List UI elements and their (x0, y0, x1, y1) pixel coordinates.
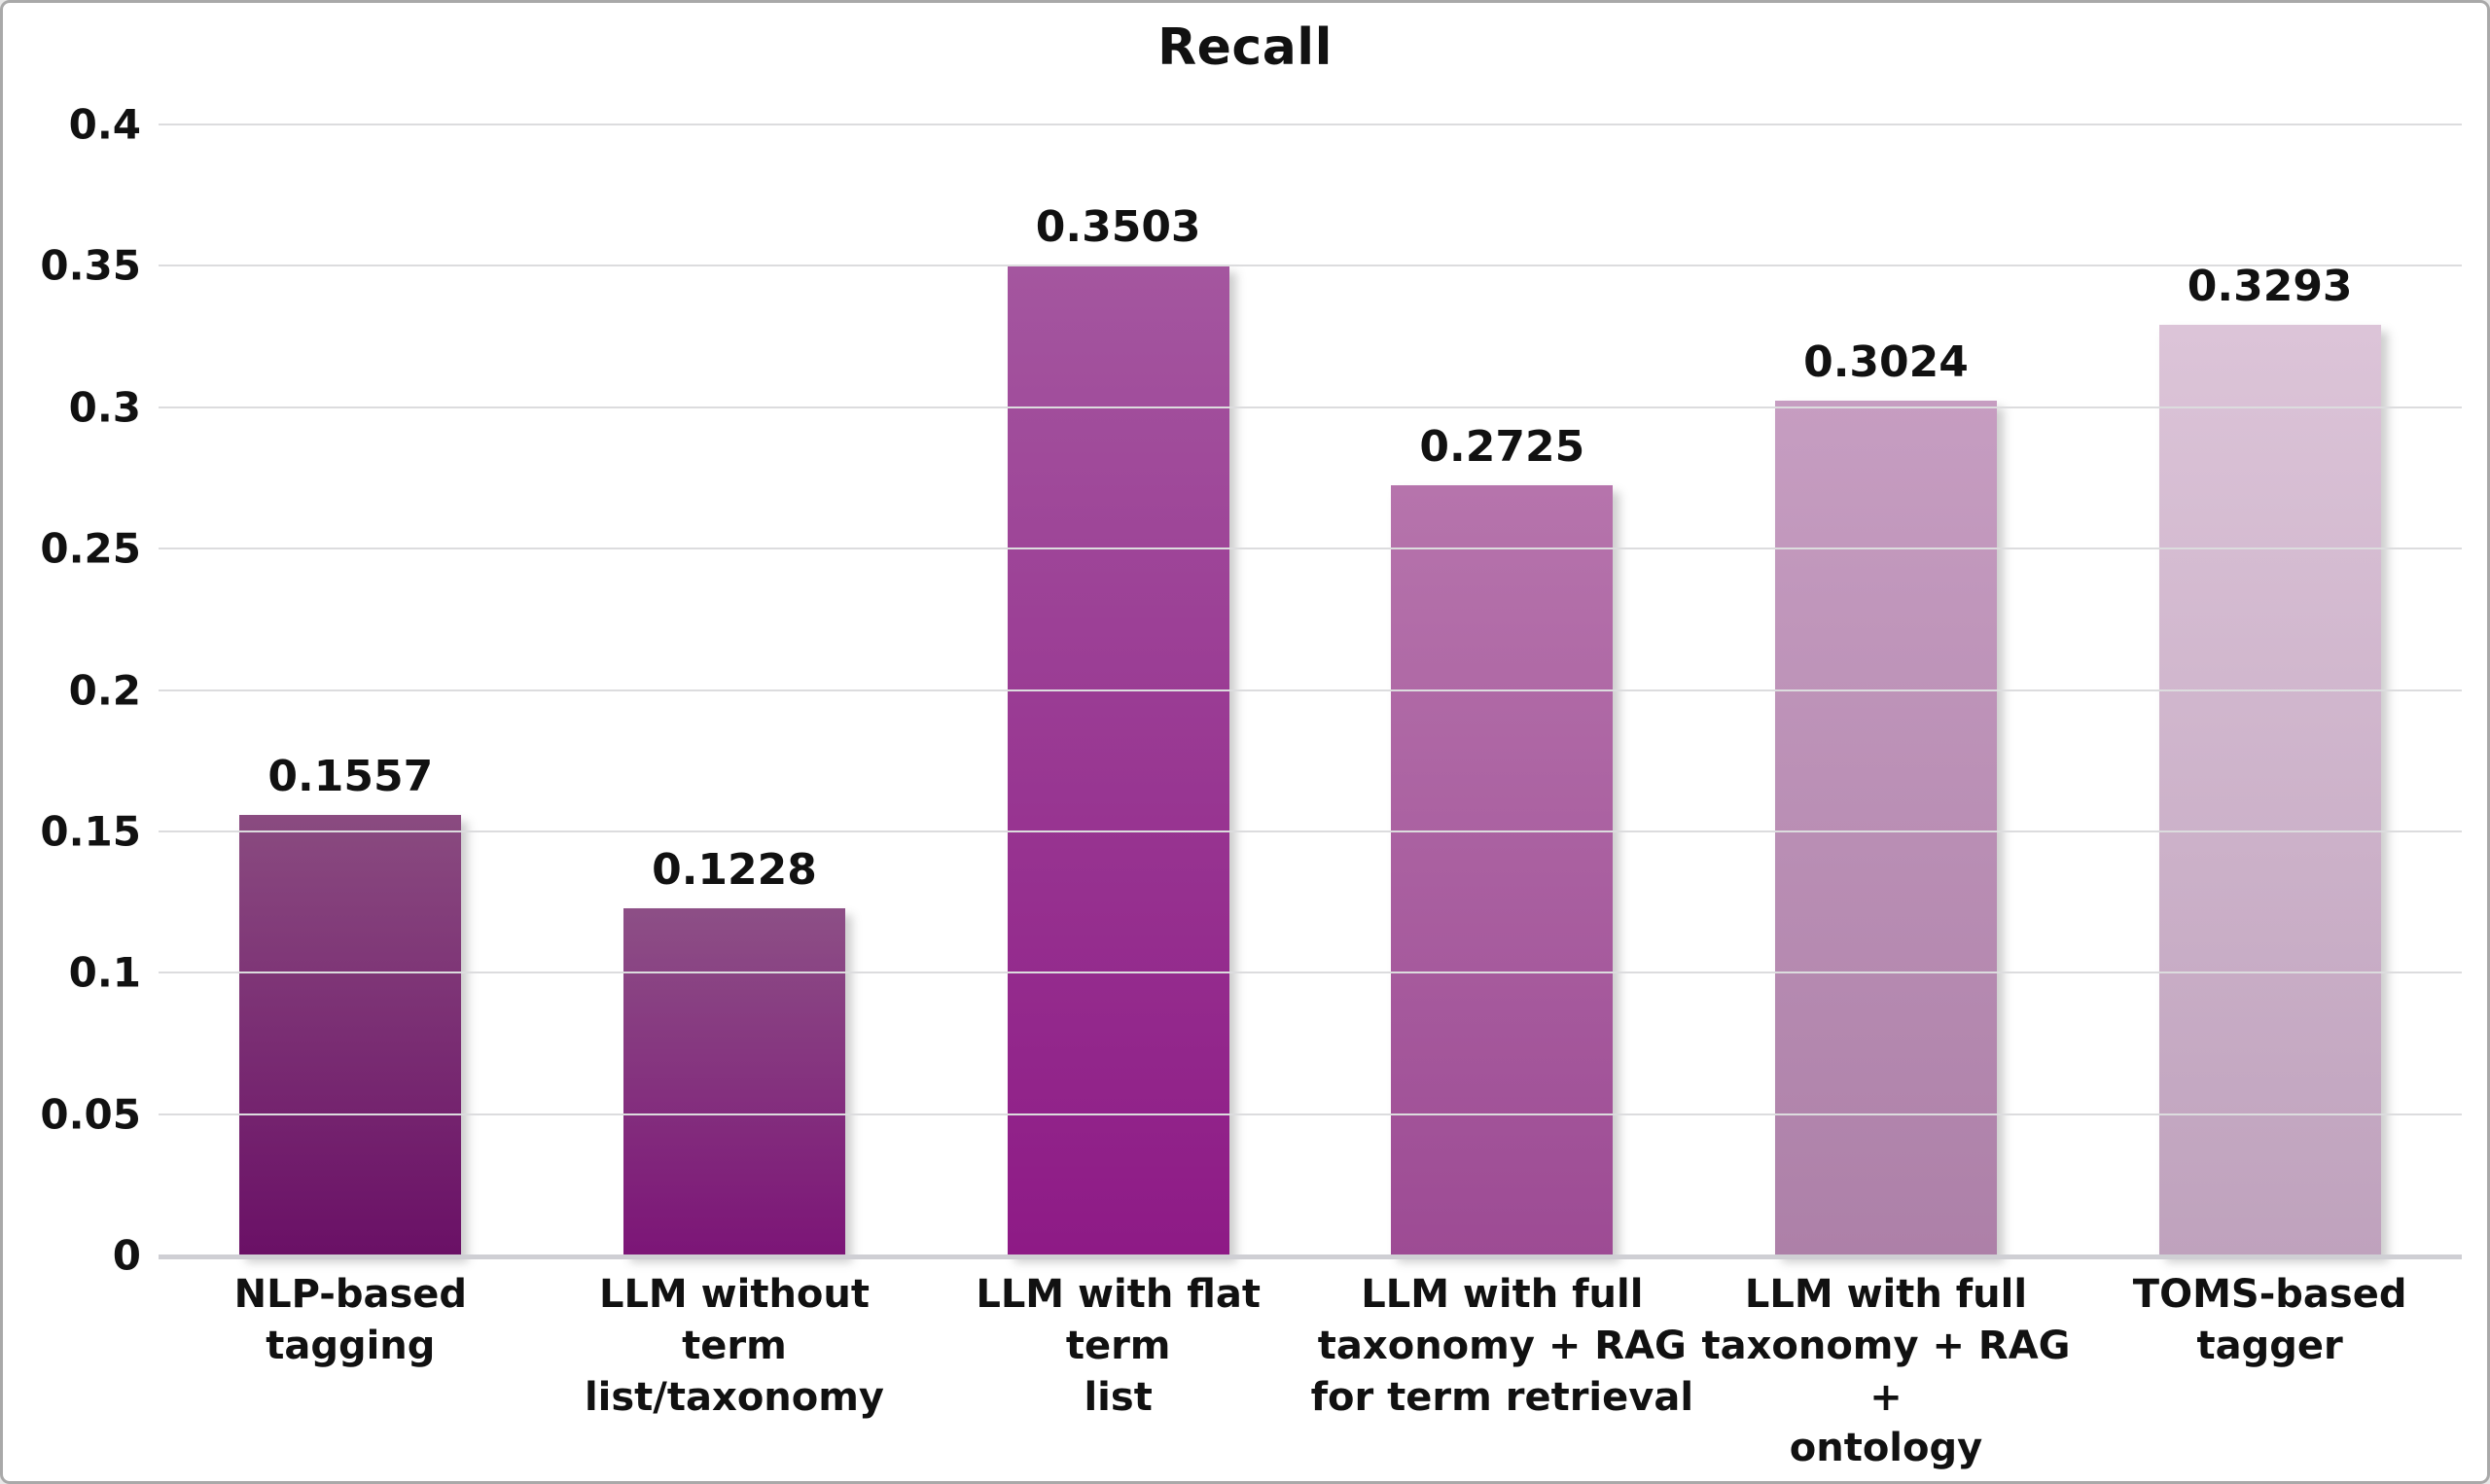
y-tick-label: 0.05 (40, 1090, 141, 1139)
bar: 0.1557 (239, 752, 462, 1255)
x-tick-label: LLM with full taxonomy + RAG for term re… (1310, 1272, 1694, 1420)
y-tick-label: 0.4 (68, 100, 141, 149)
bar-value-label: 0.3024 (1803, 336, 1969, 387)
bar-value-label: 0.1557 (267, 752, 434, 802)
bar-value-label: 0.3503 (1035, 201, 1201, 252)
gridline (159, 265, 2462, 267)
x-tick-label: LLM with full taxonomy + RAG + ontology (1701, 1272, 2071, 1471)
y-tick-label: 0.3 (68, 383, 141, 432)
bar-column: 0.3024 (1694, 124, 2079, 1255)
bar-value-label: 0.3293 (2187, 261, 2353, 311)
gridline (159, 1113, 2462, 1115)
bar-value-label: 0.1228 (652, 844, 817, 895)
y-axis: 0.4 0.35 0.3 0.25 0.2 0.15 0.1 0.05 0 (3, 101, 141, 1280)
bar-column: 0.1557 (159, 124, 543, 1255)
bar: 0.3024 (1774, 337, 1997, 1255)
bar-column: 0.3503 (926, 124, 1310, 1255)
bar-value-label: 0.2725 (1419, 421, 1585, 472)
gridline (159, 972, 2462, 974)
x-tick-label: LLM without term list/taxonomy (584, 1272, 885, 1420)
gridline (159, 124, 2462, 125)
bars-row: 0.1557 0.1228 0.3503 0.2725 0.3024 0.3293 (159, 124, 2462, 1255)
gridline (159, 406, 2462, 408)
x-tick-label: TOMS-based tagger (2132, 1272, 2407, 1368)
gridline (159, 548, 2462, 550)
plot-area: 0.1557 0.1228 0.3503 0.2725 0.3024 0.3293 (159, 124, 2462, 1259)
x-tick-label: NLP-based tagging (233, 1272, 468, 1368)
chart-title: Recall (1157, 18, 1333, 77)
y-tick-label: 0.1 (68, 948, 141, 997)
bar: 0.3293 (2158, 262, 2381, 1255)
gridline (159, 689, 2462, 691)
y-tick-label: 0.15 (40, 807, 141, 856)
bar: 0.3503 (1007, 202, 1229, 1255)
bar-column: 0.2725 (1310, 124, 1694, 1255)
bar: 0.2725 (1391, 422, 1614, 1255)
y-tick-label: 0 (112, 1231, 141, 1280)
x-axis-baseline (159, 1254, 2462, 1259)
bar: 0.1228 (622, 845, 845, 1255)
y-tick-label: 0.35 (40, 241, 141, 290)
gridline (159, 830, 2462, 832)
bar-column: 0.1228 (543, 124, 927, 1255)
bar-column: 0.3293 (2078, 124, 2462, 1255)
x-tick-label: LLM with flat term list (976, 1272, 1261, 1420)
y-tick-label: 0.2 (68, 666, 141, 714)
y-tick-label: 0.25 (40, 524, 141, 573)
